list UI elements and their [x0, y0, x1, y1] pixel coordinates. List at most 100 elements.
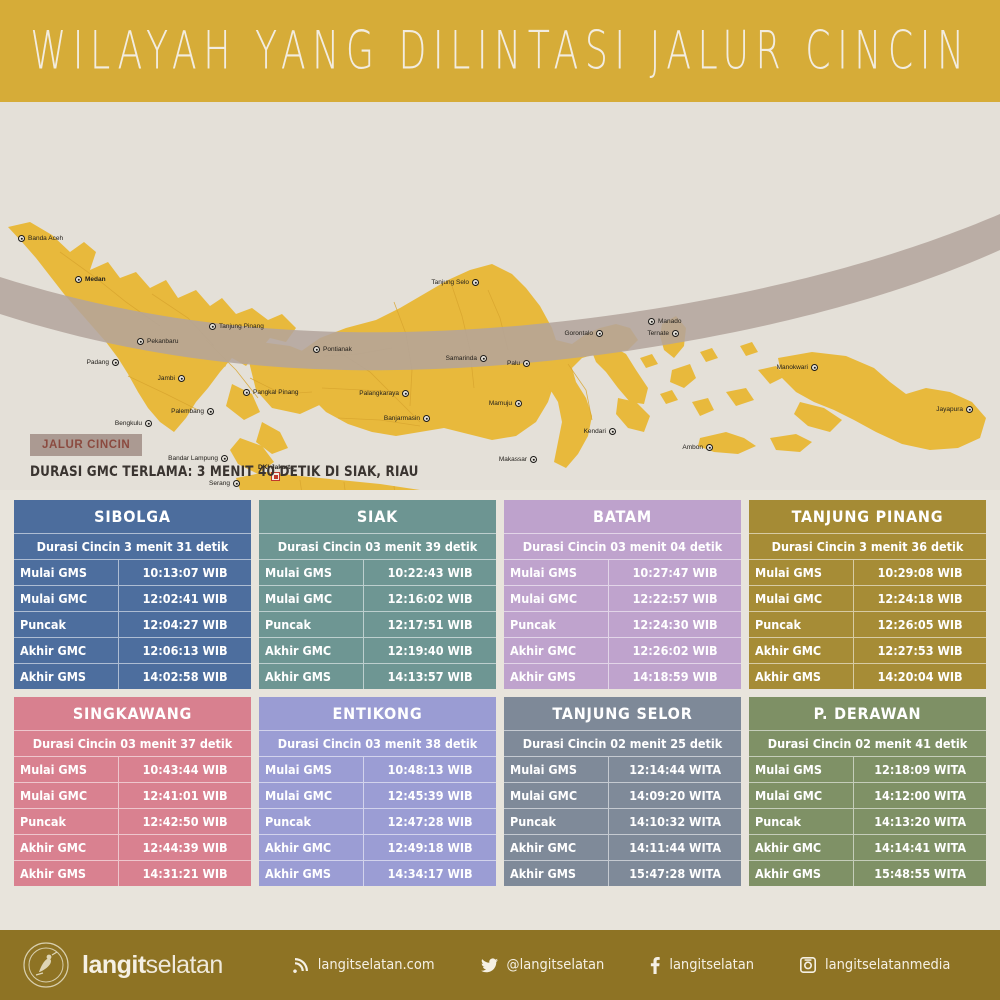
city-name: Bengkulu	[114, 420, 142, 427]
footer-link-label: langitselatanmedia	[825, 957, 951, 973]
timing-label: Mulai GMS	[755, 762, 822, 777]
timing-label: Akhir GMC	[755, 643, 822, 658]
map-city-label: Samarinda	[446, 355, 487, 362]
footer-link-facebook[interactable]: langitselatan	[650, 956, 755, 974]
timing-value: 12:24:18 WIB	[853, 586, 986, 611]
city-dot-icon	[596, 330, 603, 337]
city-name: Padang	[86, 359, 109, 366]
map-city-label: Jayapura	[936, 406, 973, 413]
timing-card: BATAM Durasi Cincin 03 menit 04 detik Mula…	[504, 500, 741, 689]
timing-label: Puncak	[510, 814, 556, 829]
map-city-label: Ambon	[682, 444, 713, 451]
timing-row: Puncak 14:13:20 WITA	[749, 808, 986, 834]
footer-link-label: langitselatan	[669, 957, 755, 973]
city-name: Jambi	[157, 375, 175, 382]
timing-value: 14:31:21 WIB	[118, 861, 251, 886]
timing-value: 12:49:18 WIB	[363, 835, 496, 860]
timing-label: Puncak	[265, 617, 311, 632]
timing-value: 12:19:40 WIB	[363, 638, 496, 663]
timing-row: Mulai GMC 12:16:02 WIB	[259, 585, 496, 611]
timing-row: Mulai GMS 10:22:43 WIB	[259, 559, 496, 585]
timing-label: Mulai GMS	[510, 762, 577, 777]
timing-label: Mulai GMS	[510, 565, 577, 580]
timing-row: Akhir GMC 14:11:44 WITA	[504, 834, 741, 860]
timing-row: Puncak 12:42:50 WIB	[14, 808, 251, 834]
timing-card: SIAK Durasi Cincin 03 menit 39 detik Mulai…	[259, 500, 496, 689]
city-dot-icon	[402, 390, 409, 397]
city-dot-icon	[811, 364, 818, 371]
city-dot-icon	[480, 355, 487, 362]
map-city-label: Padang	[87, 359, 119, 366]
timing-value: 12:17:51 WIB	[363, 612, 496, 637]
timing-value: 12:42:50 WIB	[118, 809, 251, 834]
timing-row: Akhir GMS 14:18:59 WIB	[504, 663, 741, 689]
map-city-label: Tanjung Selo	[431, 279, 479, 286]
timing-row: Mulai GMC 12:24:18 WIB	[749, 585, 986, 611]
timing-row: Akhir GMS 14:02:58 WIB	[14, 663, 251, 689]
footer-link-label: langitselatan.com	[317, 957, 435, 973]
timing-row: Mulai GMC 14:12:00 WITA	[749, 782, 986, 808]
card-duration: Durasi Cincin 03 menit 39 detik	[259, 533, 496, 559]
timing-row: Mulai GMS 10:29:08 WIB	[749, 559, 986, 585]
map-city-label: Pontianak	[313, 346, 352, 353]
city-dot-icon	[672, 330, 679, 337]
timing-row: Akhir GMC 12:19:40 WIB	[259, 637, 496, 663]
city-dot-icon	[207, 408, 214, 415]
timing-value: 15:47:28 WITA	[608, 861, 741, 886]
timing-value: 12:27:53 WIB	[853, 638, 986, 663]
card-duration: Durasi Cincin 03 menit 04 detik	[504, 533, 741, 559]
timing-label: Akhir GMC	[20, 643, 87, 658]
timing-label: Mulai GMC	[265, 788, 333, 803]
instagram-icon	[800, 957, 817, 973]
timing-value: 14:18:59 WIB	[608, 664, 741, 689]
timing-value: 12:24:30 WIB	[608, 612, 741, 637]
card-duration: Durasi Cincin 02 menit 25 detik	[504, 730, 741, 756]
city-dot-icon	[515, 400, 522, 407]
city-name: Pangkal Pinang	[253, 389, 299, 396]
footer-link-rss[interactable]: langitselatan.com	[293, 957, 435, 973]
map-caption: DURASI GMC TERLAMA: 3 MENIT 40 DETIK DI …	[30, 464, 419, 480]
city-dot-icon	[523, 360, 530, 367]
city-name: Medan	[85, 276, 106, 283]
timing-value: 12:44:39 WIB	[118, 835, 251, 860]
map-city-label: Banjarmasin	[384, 415, 430, 422]
timing-value: 14:02:58 WIB	[118, 664, 251, 689]
timing-label: Akhir GMC	[510, 643, 577, 658]
rss-icon	[293, 957, 309, 973]
map-city-label: Kendari	[584, 428, 616, 435]
footer-link-twitter[interactable]: @langitselatan	[480, 957, 605, 973]
city-dot-icon	[648, 318, 655, 325]
timing-label: Akhir GMS	[20, 866, 87, 881]
timing-value: 12:26:02 WIB	[608, 638, 741, 663]
brand-wordmark: langitselatan	[82, 951, 223, 980]
timing-value: 12:06:13 WIB	[118, 638, 251, 663]
timing-row: Mulai GMC 12:22:57 WIB	[504, 585, 741, 611]
social-links: langitselatan.com @langitselatan langitsel…	[293, 956, 950, 974]
timing-row: Akhir GMC 12:27:53 WIB	[749, 637, 986, 663]
city-name: Gorontalo	[564, 330, 593, 337]
timing-value: 10:13:07 WIB	[118, 560, 251, 585]
timing-card: ENTIKONG Durasi Cincin 03 menit 38 detik M…	[259, 697, 496, 886]
indonesia-map	[0, 102, 1000, 490]
page-title: WILAYAH YANG DILINTASI JALUR CINCIN	[29, 20, 971, 82]
header-banner: WILAYAH YANG DILINTASI JALUR CINCIN	[0, 0, 1000, 102]
map-container: Banda Aceh Medan Pekanbaru Padang Jambi Bengk…	[0, 102, 1000, 490]
timing-value: 14:09:20 WITA	[608, 783, 741, 808]
timing-label: Puncak	[510, 617, 556, 632]
timing-row: Mulai GMS 10:27:47 WIB	[504, 559, 741, 585]
card-title: ENTIKONG	[259, 697, 496, 730]
footer-link-instagram[interactable]: langitselatanmedia	[800, 957, 950, 973]
timing-value: 12:47:28 WIB	[363, 809, 496, 834]
city-dot-icon	[966, 406, 973, 413]
city-dot-icon	[112, 359, 119, 366]
timing-value: 14:13:57 WIB	[363, 664, 496, 689]
footer-link-label: @langitselatan	[506, 957, 605, 973]
timing-value: 14:12:00 WITA	[853, 783, 986, 808]
timing-value: 14:14:41 WITA	[853, 835, 986, 860]
map-city-label: Palangkaraya	[359, 390, 409, 397]
card-duration: Durasi Cincin 3 menit 36 detik	[749, 533, 986, 559]
city-name: Pontianak	[323, 346, 352, 353]
map-city-label: Manokwari	[777, 364, 818, 371]
map-city-label: Pekanbaru	[137, 338, 178, 345]
city-name: Pekanbaru	[147, 338, 179, 345]
